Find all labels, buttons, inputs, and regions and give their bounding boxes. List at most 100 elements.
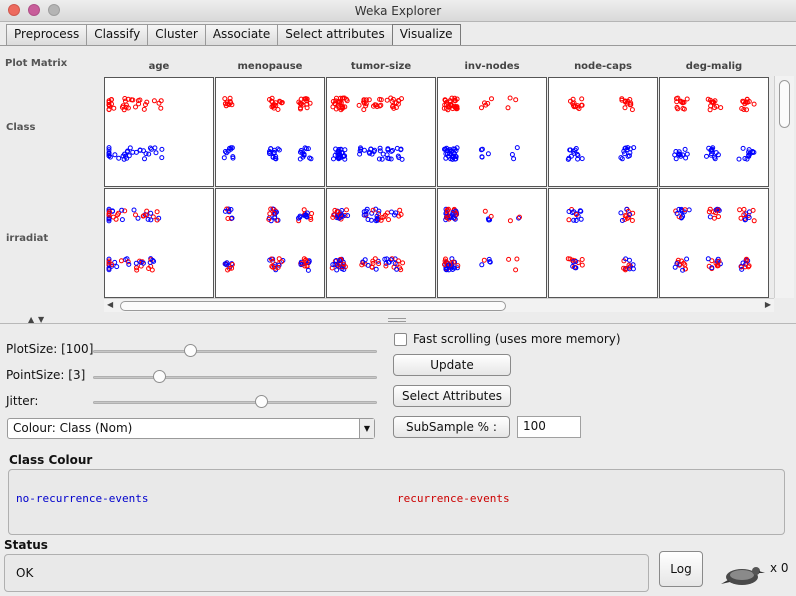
data-point [112, 152, 118, 158]
data-point [579, 257, 585, 262]
data-point [740, 260, 746, 266]
data-point [309, 211, 315, 216]
data-point [679, 258, 684, 264]
data-point [226, 266, 232, 271]
data-point [305, 267, 311, 273]
data-point [487, 259, 493, 265]
split-pane-divider[interactable]: ▲ ▼ [0, 315, 796, 324]
data-point [123, 102, 129, 108]
vertical-scroll-thumb[interactable] [779, 80, 790, 128]
class-colour-recurrence[interactable]: recurrence-events [397, 492, 510, 505]
data-point [388, 156, 394, 162]
scatter-cell-irradiat-tumor-size[interactable] [326, 188, 436, 298]
data-point [363, 211, 369, 217]
horizontal-scroll-thumb[interactable] [120, 301, 506, 311]
zoom-window-button[interactable] [48, 4, 60, 16]
scatter-cell-class-deg-malig[interactable] [659, 77, 769, 187]
subsample-button[interactable]: SubSample % : [393, 416, 510, 438]
data-point [450, 209, 456, 215]
minimize-window-button[interactable] [28, 4, 40, 16]
scroll-left-icon[interactable]: ◀ [107, 300, 114, 309]
data-point [382, 212, 388, 218]
pointsize-slider-thumb[interactable] [153, 370, 166, 383]
scatter-cell-irradiat-age[interactable] [104, 188, 214, 298]
chevron-down-icon[interactable]: ▼ [359, 419, 374, 438]
data-point [146, 151, 152, 157]
data-point [143, 151, 149, 157]
chevron-up-icon[interactable]: ▲ [28, 315, 35, 324]
data-point [624, 100, 630, 106]
data-point [676, 152, 682, 158]
tab-select-attributes[interactable]: Select attributes [277, 24, 393, 45]
data-point [154, 209, 160, 215]
scatter-cell-irradiat-deg-malig[interactable] [659, 188, 769, 298]
data-point [133, 260, 139, 266]
data-point [133, 212, 138, 218]
status-title: Status [4, 538, 48, 552]
column-header-age: age [148, 61, 170, 72]
data-point [709, 151, 715, 157]
class-colour-no-recurrence[interactable]: no-recurrence-events [16, 492, 149, 505]
data-point [746, 153, 752, 159]
horizontal-scrollbar[interactable]: ◀ ▶ [104, 298, 774, 312]
scroll-right-icon[interactable]: ▶ [764, 300, 771, 309]
tab-classify[interactable]: Classify [86, 24, 149, 45]
tab-visualize[interactable]: Visualize [391, 24, 461, 45]
splitter-grip[interactable] [388, 318, 406, 322]
jitter-slider-thumb[interactable] [255, 395, 268, 408]
data-point [267, 211, 273, 217]
data-point [680, 100, 686, 106]
data-point [674, 211, 680, 216]
jitter-slider[interactable] [93, 394, 377, 410]
update-button[interactable]: Update [393, 354, 511, 376]
scatter-cell-irradiat-node-caps[interactable] [548, 188, 658, 298]
data-point [566, 209, 572, 214]
scatter-plot [106, 206, 162, 273]
data-point [481, 257, 487, 263]
scatter-cell-class-age[interactable] [104, 77, 214, 187]
data-point [144, 99, 150, 105]
data-point [126, 261, 132, 267]
scatter-cell-class-inv-nodes[interactable] [437, 77, 547, 187]
data-point [630, 262, 636, 268]
plot-matrix-label: Plot Matrix [5, 58, 68, 69]
scatter-cell-irradiat-inv-nodes[interactable] [437, 188, 547, 298]
data-point [682, 146, 688, 152]
task-count: x 0 [770, 561, 789, 575]
data-point [737, 207, 743, 213]
data-point [449, 212, 455, 218]
data-point [742, 217, 748, 223]
log-button[interactable]: Log [659, 551, 703, 587]
scatter-cell-irradiat-menopause[interactable] [215, 188, 325, 298]
data-point [358, 146, 364, 152]
tab-associate[interactable]: Associate [204, 24, 279, 45]
tab-preprocess[interactable]: Preprocess [6, 24, 88, 45]
scatter-cell-class-tumor-size[interactable] [326, 77, 436, 187]
data-point [222, 96, 228, 102]
select-attributes-button[interactable]: Select Attributes [393, 385, 511, 407]
chevron-down-icon[interactable]: ▼ [38, 315, 45, 324]
plotsize-slider[interactable] [93, 343, 377, 359]
data-point [479, 105, 484, 111]
data-point [304, 214, 310, 220]
data-point [367, 150, 373, 156]
data-point [159, 155, 165, 161]
scatter-cell-class-menopause[interactable] [215, 77, 325, 187]
pointsize-slider[interactable] [93, 369, 377, 385]
plotsize-slider-thumb[interactable] [184, 344, 197, 357]
vertical-scrollbar[interactable] [774, 76, 794, 298]
data-point [394, 145, 400, 151]
scatter-cell-class-node-caps[interactable] [548, 77, 658, 187]
data-point [271, 211, 277, 216]
data-point [107, 209, 112, 215]
data-point [516, 215, 522, 221]
close-window-button[interactable] [8, 4, 20, 16]
data-point [116, 155, 122, 161]
data-point [148, 210, 154, 216]
colour-select[interactable]: Colour: Class (Nom) ▼ [7, 418, 375, 439]
tab-cluster[interactable]: Cluster [147, 24, 206, 45]
weka-bird-icon [721, 567, 765, 585]
data-point [573, 218, 579, 223]
subsample-input[interactable]: 100 [517, 416, 581, 438]
fast-scrolling-checkbox[interactable] [394, 333, 407, 346]
